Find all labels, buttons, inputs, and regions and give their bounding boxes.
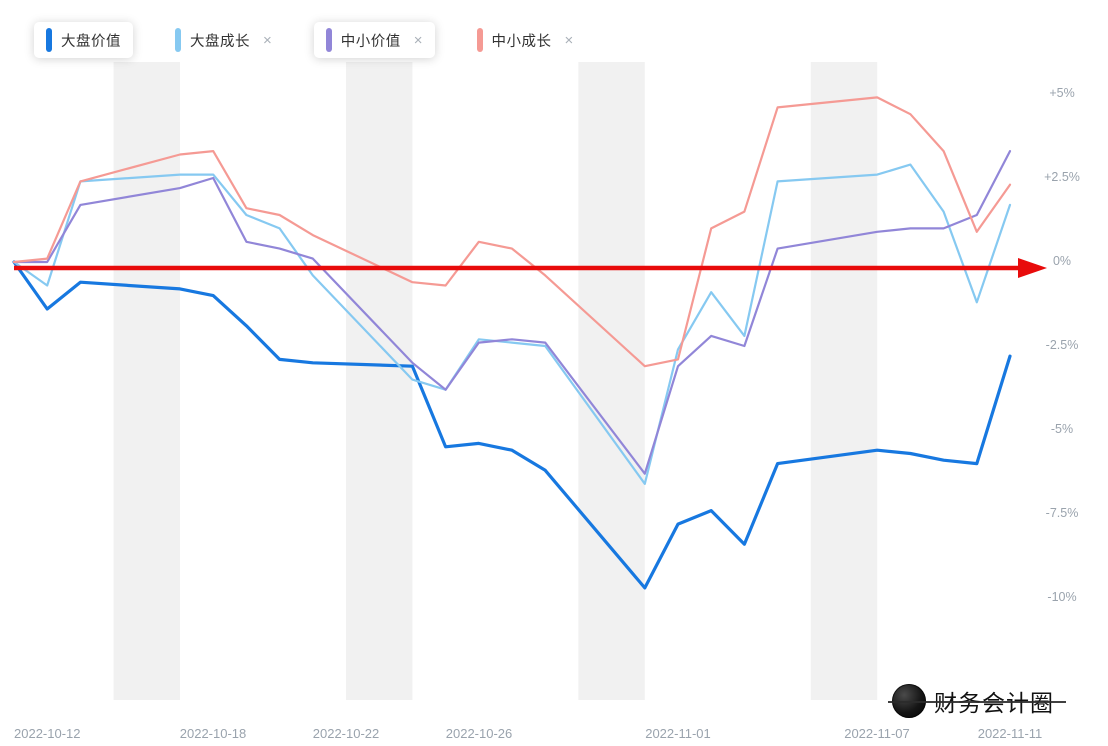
legend-item-2[interactable]: 中小价值 × xyxy=(313,22,435,58)
watermark-strike-line xyxy=(888,701,1066,703)
watermark-text: 财务会计圈 xyxy=(934,690,1054,716)
legend-item-0[interactable]: 大盘价值 xyxy=(34,22,133,58)
y-tick-label: +5% xyxy=(1049,86,1075,100)
legend-item-label: 大盘成长 xyxy=(190,33,250,50)
legend-item-label: 中小价值 xyxy=(340,33,401,50)
y-tick-label: -5% xyxy=(1050,422,1074,436)
close-icon[interactable]: × xyxy=(564,31,574,49)
legend-color-bar xyxy=(46,28,52,52)
x-tick-label: 2022-10-26 xyxy=(445,726,513,741)
close-icon[interactable]: × xyxy=(263,31,272,49)
y-tick-label: 0% xyxy=(1052,254,1072,268)
x-tick-label: 2022-11-01 xyxy=(645,726,711,741)
series-line-1 xyxy=(12,163,1012,485)
y-tick-label: -2.5% xyxy=(1045,338,1079,352)
legend-item-label: 大盘价值 xyxy=(61,33,121,50)
legend-item-3[interactable]: 中小成长 × xyxy=(465,22,586,58)
y-tick-label: -7.5% xyxy=(1045,506,1079,520)
series-line-0 xyxy=(12,260,1012,590)
series-line-2 xyxy=(12,150,1012,475)
legend-item-1[interactable]: 大盘成长 × xyxy=(163,22,284,58)
x-tick-label: 2022-10-12 xyxy=(14,726,81,741)
weekend-band xyxy=(810,62,878,700)
x-tick-label: 2022-11-11 xyxy=(977,726,1043,741)
legend-item-label: 中小成长 xyxy=(491,33,552,50)
x-tick-label: 2022-10-22 xyxy=(312,726,380,741)
legend-color-bar xyxy=(476,28,483,52)
watermark: 财务会计圈 xyxy=(888,684,1066,718)
x-tick-label: 2022-10-18 xyxy=(179,726,247,741)
legend-color-bar xyxy=(175,28,181,52)
legend-color-bar xyxy=(325,28,332,52)
close-icon[interactable]: × xyxy=(413,31,423,49)
legend: 大盘价值 大盘成长 × 中小价值 × 中小成长 × xyxy=(34,22,585,58)
y-tick-label: +2.5% xyxy=(1044,170,1080,184)
weekend-band xyxy=(346,62,413,700)
y-tick-label: -10% xyxy=(1047,590,1077,604)
weekend-band xyxy=(578,62,645,700)
zero-arrow-head xyxy=(1018,258,1047,278)
series-line-3 xyxy=(12,96,1012,368)
x-tick-label: 2022-11-07 xyxy=(844,726,910,741)
